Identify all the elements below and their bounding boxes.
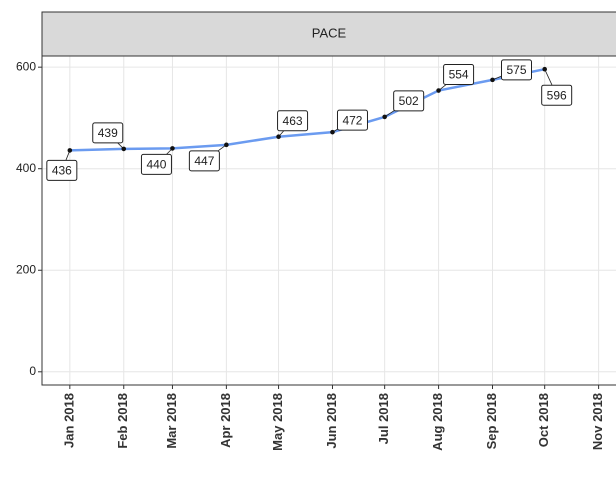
data-label: 436 <box>52 164 72 178</box>
x-tick-label: Jan 2018 <box>61 393 76 448</box>
label-box <box>501 59 533 81</box>
point <box>67 148 73 153</box>
x-tick-label: Feb 2018 <box>115 393 130 449</box>
label-box <box>277 110 309 132</box>
point <box>382 114 387 120</box>
x-tick-label: Mar 2018 <box>164 393 179 449</box>
label-box <box>443 64 475 86</box>
label-box <box>46 159 78 181</box>
strip <box>41 11 616 57</box>
x-tick-label: Sep 2018 <box>484 393 499 449</box>
point <box>542 66 547 72</box>
label-box <box>92 122 124 144</box>
y-tick-label: 0 <box>29 364 36 378</box>
data-label: 439 <box>98 126 118 140</box>
y-tick-label: 600 <box>16 59 36 73</box>
x-tick-label: May 2018 <box>270 393 285 451</box>
label-box <box>393 90 425 112</box>
point <box>436 88 441 93</box>
data-label: 447 <box>194 154 214 168</box>
x-tick-label: Jun 2018 <box>324 393 339 449</box>
point <box>490 77 495 83</box>
panel <box>42 56 616 385</box>
data-label: 596 <box>547 88 567 102</box>
data-label: 440 <box>146 158 166 172</box>
data-label: 463 <box>283 114 303 128</box>
x-tick-label: Apr 2018 <box>218 393 233 448</box>
line <box>69 67 545 152</box>
x-tick-label: Nov 2018 <box>590 393 605 450</box>
data-label: 554 <box>449 68 469 82</box>
x-tick-label: Oct 2018 <box>536 393 551 447</box>
strip-title: PACE <box>312 25 347 40</box>
point <box>224 142 229 148</box>
x-tick-label: Jul 2018 <box>376 393 391 444</box>
panel-border <box>41 55 616 386</box>
data-label: 575 <box>506 63 526 77</box>
point <box>121 146 127 152</box>
label-box <box>140 153 172 175</box>
label-box <box>188 150 220 172</box>
y-tick-label: 200 <box>16 262 36 276</box>
series: 436 439 440 447 463 472 502 554 575 596 <box>46 59 573 181</box>
y-tick-label: 400 <box>16 161 36 175</box>
point <box>330 129 335 135</box>
data-label: 472 <box>342 113 362 127</box>
point <box>170 146 175 151</box>
label-box <box>541 84 573 106</box>
data-label: 502 <box>399 94 419 108</box>
point <box>276 134 281 140</box>
label-box <box>336 109 368 131</box>
x-tick-label: Aug 2018 <box>430 393 445 451</box>
